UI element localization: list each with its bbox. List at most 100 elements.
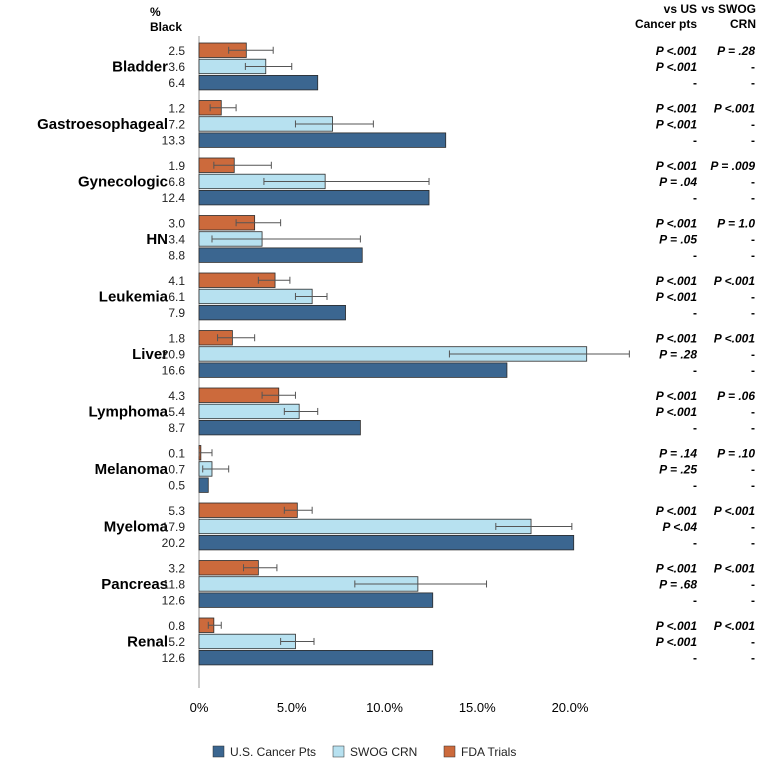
- category-label-hn: HN: [146, 231, 168, 248]
- vs-us-header-line1: vs US: [664, 2, 697, 16]
- p-value-vs-us-swog-lymphoma: P <.001: [656, 405, 698, 419]
- bars-layer: [198, 42, 630, 666]
- legend-swatch-2: [443, 745, 456, 758]
- bar-fda-myeloma: [198, 502, 298, 518]
- p-value-vs-us-swog-gastroesophageal: P <.001: [656, 117, 698, 131]
- pct-label-fda-pancreas: 3.2: [168, 561, 185, 575]
- x-tick-label: 15.0%: [459, 700, 496, 715]
- p-value-vs-us-swog-leukemia: P <.001: [656, 290, 698, 304]
- pct-label-swog-melanoma: 0.7: [168, 462, 185, 476]
- p-value-vs-swog-swog-melanoma: -: [751, 462, 755, 476]
- category-label-renal: Renal: [127, 633, 168, 650]
- p-value-vs-swog-fda-bladder: P = .28: [717, 44, 755, 58]
- pct-label-us-renal: 12.6: [162, 651, 186, 665]
- p-value-vs-us-us-lymphoma: -: [693, 421, 697, 435]
- legend: U.S. Cancer Pts SWOG CRN FDA Trials: [212, 745, 516, 759]
- p-value-vs-swog-fda-lymphoma: P = .06: [717, 389, 755, 403]
- vs-swog-header-line1: vs SWOG: [701, 2, 756, 16]
- p-value-vs-swog-swog-hn: -: [751, 232, 755, 246]
- p-value-vs-swog-us-gynecologic: -: [751, 191, 755, 205]
- p-value-vs-us-fda-hn: P <.001: [656, 216, 698, 230]
- p-value-vs-swog-swog-gastroesophageal: -: [751, 117, 755, 131]
- legend-label-1: SWOG CRN: [350, 745, 417, 759]
- bar-us-lymphoma: [198, 419, 361, 436]
- p-value-vs-us-swog-bladder: P <.001: [656, 60, 698, 74]
- pct-label-us-bladder: 6.4: [168, 76, 185, 90]
- vs-swog-header-line2: CRN: [730, 17, 756, 31]
- bar-swog-myeloma: [198, 518, 532, 535]
- p-value-vs-swog-fda-liver: P <.001: [714, 331, 756, 345]
- p-value-vs-swog-us-myeloma: -: [751, 536, 755, 550]
- p-value-vs-swog-fda-renal: P <.001: [714, 619, 756, 633]
- vs-us-header-line2: Cancer pts: [635, 17, 697, 31]
- p-value-vs-us-us-renal: -: [693, 651, 697, 665]
- pct-label-fda-liver: 1.8: [168, 331, 185, 345]
- p-value-vs-swog-us-hn: -: [751, 249, 755, 263]
- pct-label-us-gastroesophageal: 13.3: [162, 134, 186, 148]
- p-value-vs-swog-fda-hn: P = 1.0: [717, 216, 755, 230]
- pct-label-fda-leukemia: 4.1: [168, 274, 185, 288]
- p-value-vs-swog-swog-liver: -: [751, 347, 755, 361]
- p-value-vs-us-fda-myeloma: P <.001: [656, 504, 698, 518]
- p-value-vs-swog-us-melanoma: -: [751, 479, 755, 493]
- pct-label-fda-gynecologic: 1.9: [168, 159, 185, 173]
- p-value-vs-us-swog-hn: P = .05: [659, 232, 697, 246]
- p-value-vs-us-swog-myeloma: P <.04: [662, 520, 697, 534]
- pct-label-fda-renal: 0.8: [168, 619, 185, 633]
- p-value-vs-us-us-hn: -: [693, 249, 697, 263]
- p-value-vs-swog-fda-gynecologic: P = .009: [710, 159, 755, 173]
- pct-label-swog-gastroesophageal: 7.2: [168, 117, 185, 131]
- p-value-vs-us-fda-gynecologic: P <.001: [656, 159, 698, 173]
- p-value-vs-swog-swog-renal: -: [751, 635, 755, 649]
- pct-label-us-hn: 8.8: [168, 249, 185, 263]
- p-value-vs-us-fda-pancreas: P <.001: [656, 561, 698, 575]
- p-value-vs-us-us-pancreas: -: [693, 594, 697, 608]
- p-value-vs-swog-us-lymphoma: -: [751, 421, 755, 435]
- pct-label-swog-renal: 5.2: [168, 635, 185, 649]
- p-value-vs-swog-swog-pancreas: -: [751, 577, 755, 591]
- x-tick-label: 0%: [190, 700, 209, 715]
- p-value-vs-swog-fda-melanoma: P = .10: [717, 446, 755, 460]
- bar-us-gynecologic: [198, 189, 430, 206]
- p-value-vs-swog-swog-leukemia: -: [751, 290, 755, 304]
- p-value-vs-swog-fda-gastroesophageal: P <.001: [714, 101, 756, 115]
- pct-label-fda-melanoma: 0.1: [168, 446, 185, 460]
- bar-us-myeloma: [198, 535, 575, 551]
- p-value-vs-swog-swog-bladder: -: [751, 60, 755, 74]
- bar-us-melanoma: [198, 477, 209, 493]
- p-value-vs-swog-us-leukemia: -: [751, 306, 755, 320]
- p-value-vs-swog-us-liver: -: [751, 364, 755, 378]
- bar-us-gastroesophageal: [198, 132, 447, 148]
- pct-label-us-melanoma: 0.5: [168, 479, 185, 493]
- category-label-myeloma: Myeloma: [104, 518, 169, 535]
- p-value-vs-us-us-liver: -: [693, 364, 697, 378]
- legend-label-0: U.S. Cancer Pts: [230, 745, 316, 759]
- p-value-vs-us-fda-gastroesophageal: P <.001: [656, 101, 698, 115]
- legend-swatch-1: [332, 745, 345, 758]
- p-value-vs-us-swog-liver: P = .28: [659, 347, 697, 361]
- category-label-liver: Liver: [132, 346, 168, 363]
- bar-us-liver: [198, 362, 508, 378]
- pct-label-swog-pancreas: 11.8: [163, 577, 186, 591]
- p-value-vs-us-fda-melanoma: P = .14: [659, 446, 697, 460]
- pct-label-swog-lymphoma: 5.4: [168, 405, 185, 419]
- p-value-vs-swog-swog-gynecologic: -: [751, 175, 755, 189]
- legend-swatch-0: [212, 745, 225, 758]
- pct-label-swog-bladder: 3.6: [168, 60, 185, 74]
- p-value-vs-us-us-melanoma: -: [693, 479, 697, 493]
- pct-label-us-leukemia: 7.9: [168, 306, 185, 320]
- pct-label-fda-lymphoma: 4.3: [168, 389, 185, 403]
- p-value-vs-swog-fda-myeloma: P <.001: [714, 504, 756, 518]
- pct-black-header-symbol: %: [150, 5, 161, 19]
- p-value-vs-swog-us-bladder: -: [751, 76, 755, 90]
- pct-label-us-myeloma: 20.2: [162, 536, 186, 550]
- category-label-gynecologic: Gynecologic: [78, 173, 168, 190]
- p-value-vs-us-us-gynecologic: -: [693, 191, 697, 205]
- category-label-gastroesophageal: Gastroesophageal: [37, 116, 168, 133]
- pct-label-swog-liver: 20.9: [162, 347, 186, 361]
- pct-label-fda-hn: 3.0: [168, 216, 185, 230]
- p-value-vs-us-swog-gynecologic: P = .04: [659, 175, 697, 189]
- p-value-vs-swog-us-pancreas: -: [751, 594, 755, 608]
